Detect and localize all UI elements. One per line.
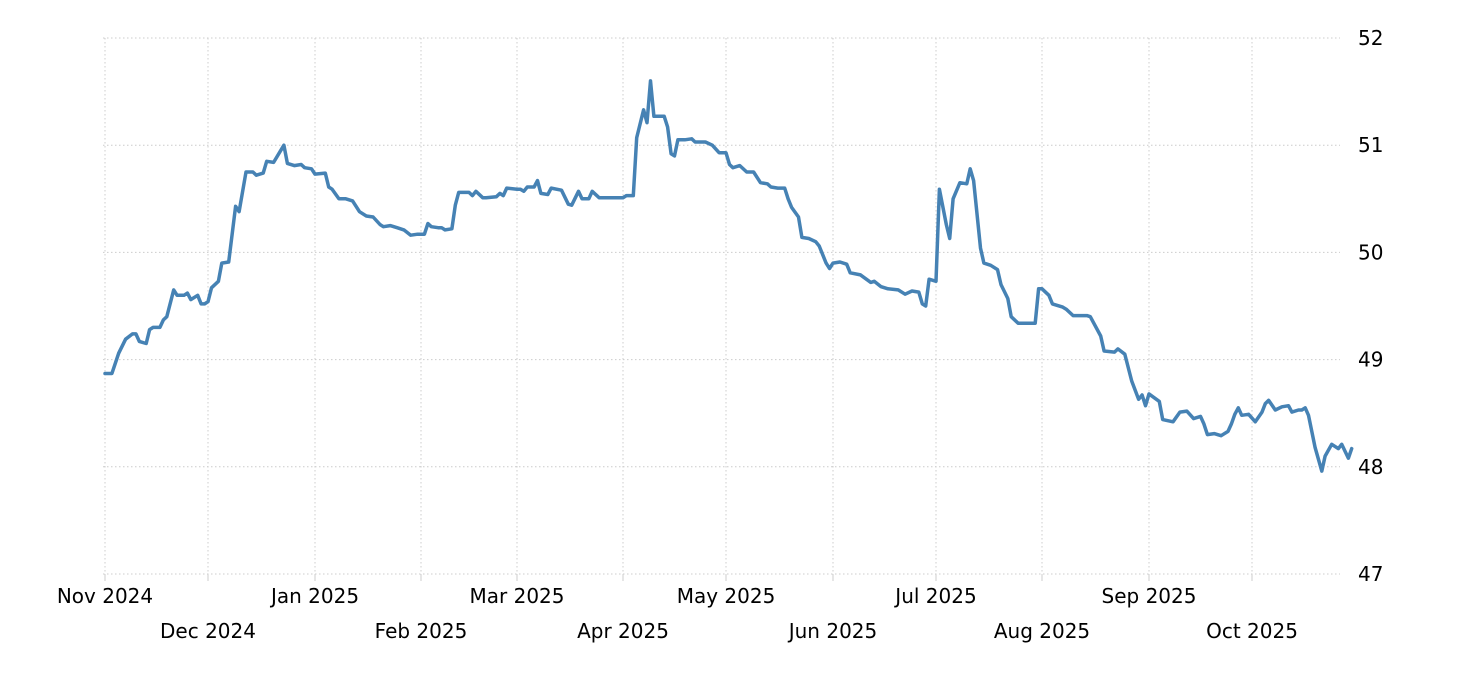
x-tick-label: Feb 2025 (375, 619, 468, 643)
x-tick-label: Nov 2024 (57, 584, 153, 608)
y-tick-label: 49 (1358, 348, 1383, 372)
y-tick-label: 50 (1358, 240, 1383, 264)
x-tick-label: Jan 2025 (269, 584, 359, 608)
y-tick-label: 52 (1358, 26, 1383, 50)
x-tick-label: Sep 2025 (1102, 584, 1197, 608)
series-line (103, 79, 1354, 473)
x-tick-label: Apr 2025 (577, 619, 669, 643)
x-tick-label: Mar 2025 (470, 584, 565, 608)
y-tick-label: 47 (1358, 562, 1383, 586)
x-tick-label: Jul 2025 (893, 584, 976, 608)
x-gridlines (103, 38, 1340, 581)
y-axis-labels: 47 48 49 50 51 52 (1358, 26, 1383, 586)
x-tick-label: Dec 2024 (160, 619, 256, 643)
y-tick-label: 48 (1358, 455, 1383, 479)
x-tick-label: May 2025 (677, 584, 776, 608)
y-gridlines (103, 37, 1340, 575)
x-tick-label: Oct 2025 (1206, 619, 1298, 643)
x-tick-label: Aug 2025 (994, 619, 1090, 643)
y-tick-label: 51 (1358, 133, 1383, 157)
x-tick-label: Jun 2025 (787, 619, 878, 643)
